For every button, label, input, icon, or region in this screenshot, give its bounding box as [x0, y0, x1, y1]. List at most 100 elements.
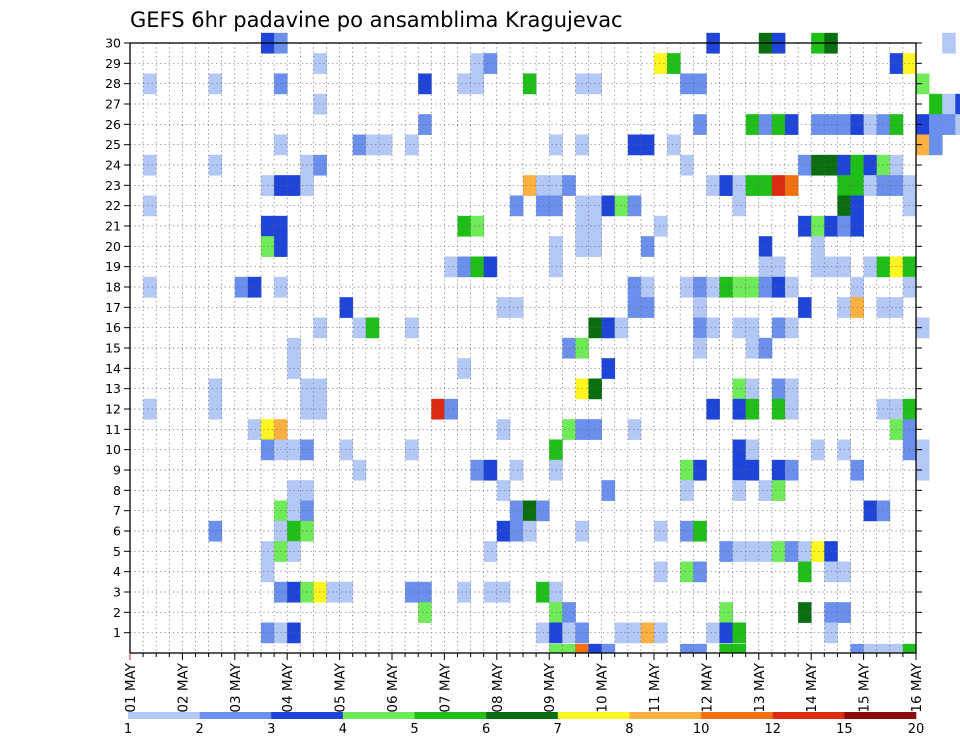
- data-cell: [811, 256, 825, 278]
- data-cell: [916, 439, 930, 461]
- data-cell: [785, 317, 799, 339]
- data-cell: [365, 134, 380, 156]
- data-cell: [680, 643, 694, 654]
- data-cell: [745, 398, 760, 420]
- data-cell: [929, 93, 943, 115]
- data-cell: [719, 622, 733, 644]
- data-cell: [758, 480, 773, 501]
- y-tick-label: 10: [105, 442, 121, 457]
- data-cell: [771, 256, 786, 278]
- data-cell: [916, 134, 930, 156]
- data-cell: [378, 134, 393, 156]
- y-tick-label: 23: [105, 178, 121, 193]
- data-cell: [732, 439, 747, 461]
- data-cell: [758, 114, 773, 135]
- data-cell: [929, 114, 943, 135]
- colorbar-segment: [414, 712, 487, 719]
- data-cell: [509, 500, 524, 522]
- data-cell: [732, 541, 747, 562]
- data-cell: [667, 53, 681, 74]
- data-cell: [627, 297, 642, 318]
- x-tick-label: 15 MAY: [857, 662, 873, 712]
- data-cell: [850, 643, 864, 654]
- data-cell: [352, 317, 367, 339]
- colorbar-segment: [844, 712, 917, 719]
- data-cell: [745, 541, 760, 562]
- data-cell: [418, 114, 432, 135]
- data-cell: [457, 256, 471, 278]
- y-tick-label: 22: [105, 198, 121, 213]
- data-cell: [418, 581, 432, 603]
- data-cell: [929, 134, 943, 156]
- data-cell: [680, 520, 694, 542]
- data-cell: [771, 114, 786, 135]
- data-cell: [575, 643, 589, 654]
- data-cell: [208, 73, 223, 95]
- data-cell: [811, 114, 825, 135]
- data-cell: [811, 154, 825, 176]
- data-cell: [942, 32, 956, 54]
- data-cell: [523, 73, 537, 95]
- data-cell: [732, 398, 747, 420]
- data-cell: [798, 154, 812, 176]
- data-cell: [758, 256, 773, 278]
- data-cell: [405, 317, 419, 339]
- data-cell: [457, 73, 471, 95]
- data-cell: [352, 134, 367, 156]
- colorbar-label: 20: [908, 722, 925, 737]
- data-cell: [916, 317, 930, 339]
- y-tick-label: 21: [105, 219, 121, 234]
- data-cell: [902, 195, 917, 217]
- data-cell: [523, 175, 537, 196]
- data-cell: [785, 378, 799, 400]
- data-cell: [732, 378, 747, 400]
- data-cell: [719, 276, 733, 298]
- data-cell: [640, 622, 655, 644]
- data-cell: [706, 175, 720, 196]
- data-cell: [876, 643, 891, 654]
- data-cell: [208, 520, 223, 542]
- data-cell: [771, 276, 786, 298]
- x-tick-label: 01 MAY: [123, 662, 139, 712]
- y-tick-label: 3: [113, 585, 121, 600]
- data-cell: [693, 317, 707, 339]
- data-cell: [444, 398, 458, 420]
- data-cell: [916, 73, 930, 95]
- data-cell: [719, 541, 733, 562]
- data-cell: [771, 459, 786, 481]
- data-cell: [483, 256, 498, 278]
- colorbar-label: 6: [482, 722, 490, 737]
- data-cell: [496, 581, 511, 603]
- y-tick-label: 17: [105, 300, 121, 315]
- data-cell: [365, 317, 380, 339]
- data-cells: [143, 32, 960, 654]
- data-cell: [680, 276, 694, 298]
- data-cell: [732, 276, 747, 298]
- data-cell: [719, 643, 733, 654]
- data-cell: [680, 561, 694, 583]
- data-cell: [693, 337, 707, 359]
- data-cell: [640, 276, 655, 298]
- data-cell: [654, 520, 668, 542]
- data-cell: [942, 114, 956, 135]
- data-cell: [902, 439, 917, 461]
- data-cell: [732, 317, 747, 339]
- data-cell: [732, 622, 747, 644]
- data-cell: [771, 541, 786, 562]
- colorbar-segment: [128, 712, 200, 719]
- data-cell: [693, 459, 707, 481]
- data-cell: [745, 459, 760, 481]
- data-cell: [405, 581, 419, 603]
- data-cell: [902, 175, 917, 196]
- data-cell: [339, 297, 354, 318]
- data-cell: [693, 561, 707, 583]
- data-cell: [785, 276, 799, 298]
- data-cell: [143, 154, 157, 176]
- data-cell: [811, 541, 825, 562]
- data-cell: [509, 195, 524, 217]
- data-cell: [706, 276, 720, 298]
- data-cell: [798, 602, 812, 623]
- x-axis: 01 MAY 02 MAY 03 MAY 04 MAY 05 MAY 06 MAY 07 M…: [123, 653, 925, 713]
- colorbar-label: 4: [339, 722, 347, 737]
- data-cell: [902, 53, 917, 74]
